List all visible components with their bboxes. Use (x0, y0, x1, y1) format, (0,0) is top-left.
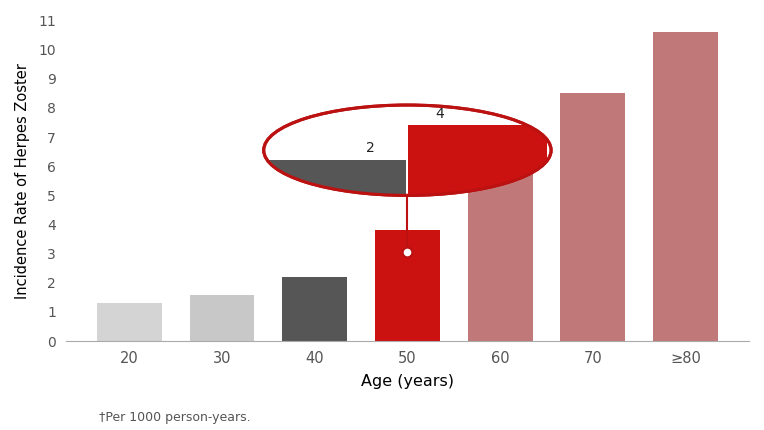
Bar (97, 303, 162, 341)
Text: †Per 1000 person-years.: †Per 1000 person-years. (99, 412, 251, 424)
Circle shape (264, 105, 551, 195)
Bar (560, 93, 625, 341)
Bar (408, 126, 547, 195)
Text: 2: 2 (366, 141, 374, 155)
Bar (653, 32, 718, 341)
Bar (267, 160, 406, 195)
Bar (282, 277, 347, 341)
Text: 4: 4 (435, 107, 444, 121)
Y-axis label: Incidence Rate of Herpes Zoster: Incidence Rate of Herpes Zoster (15, 63, 30, 299)
Bar (189, 295, 254, 341)
Bar (468, 166, 533, 341)
X-axis label: Age (years): Age (years) (361, 374, 454, 389)
Bar (375, 230, 440, 341)
